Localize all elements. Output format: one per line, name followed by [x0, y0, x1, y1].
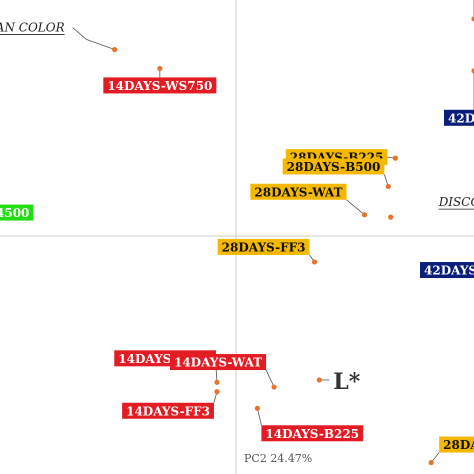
leader-line — [257, 408, 262, 426]
leader-line — [265, 369, 275, 388]
sample-label-text: 14DAYS-WAT — [174, 356, 262, 370]
sample-point — [428, 459, 434, 466]
sample-label-box: 28DAYS-FF3 — [217, 238, 310, 255]
sample-label-bg — [169, 354, 267, 371]
sample-point — [361, 212, 368, 218]
sample-label-bg — [420, 262, 474, 279]
sample-label-text: 14DAYS-B225 — [265, 427, 359, 441]
sample-label-text: 28DAYS-WAT — [254, 185, 342, 199]
sample-label-bg — [444, 109, 474, 126]
sample-point — [471, 16, 474, 22]
sample-point — [214, 379, 220, 385]
sample-label-box: 14DAYS-WAT — [169, 354, 267, 371]
sample-label-bg — [217, 238, 310, 255]
variable-label: DISCO — [438, 195, 474, 209]
sample-label-text: 28DAYS-FF3 — [222, 240, 306, 254]
sample-label-box: 14DAYS-WS750 — [103, 77, 217, 94]
sample-point — [254, 405, 261, 411]
sample-label-box: 42DAYS- — [444, 109, 474, 126]
sample-label-bg — [250, 183, 347, 200]
sample-label-box: 28DAYS-W — [439, 436, 474, 453]
sample-label-bg — [439, 436, 474, 453]
sample-label-box: 4500 — [0, 204, 34, 221]
variable-point — [388, 214, 394, 220]
y-axis-label: PC2 24.47% — [244, 452, 312, 465]
sample-label-box: 28DAYS-WAT — [250, 183, 347, 200]
sample-label-bg — [103, 77, 217, 94]
points — [112, 16, 474, 466]
sample-point — [385, 183, 391, 190]
variable-label: EAN COLOR — [0, 21, 65, 35]
sample-point — [271, 384, 277, 390]
sample-label-bg — [261, 425, 364, 442]
sample-label-box: 14DAYS-B225 — [261, 425, 364, 442]
sample-label-text: 14DAYS-WS750 — [107, 79, 212, 93]
sample-point — [214, 389, 220, 395]
sample-label-text: 28DAYS-B500 — [287, 160, 381, 174]
variable-point — [112, 46, 118, 53]
sample-label-box: 42DAYS- — [420, 262, 474, 279]
sample-label-bg — [282, 158, 385, 175]
leader-lines — [72, 0, 474, 463]
sample-label-text: 42DAYS- — [448, 111, 474, 125]
sample-label-text: 4500 — [0, 206, 29, 220]
sample-label-box: 14DAYS-FF3 — [122, 402, 214, 419]
sample-point — [392, 155, 399, 161]
variable-labels: EAN COLORDISCOMAL* — [0, 21, 474, 395]
sample-point — [471, 68, 474, 74]
variable-label: L* — [333, 369, 360, 395]
sample-label-box: 28DAYS-B500 — [282, 158, 385, 175]
leader-line — [346, 199, 365, 216]
sample-label-text: 28DAYS-W — [443, 438, 474, 452]
sample-label-text: 14DAYS-FF3 — [126, 404, 210, 418]
sample-point — [157, 65, 163, 72]
leader-line — [72, 27, 87, 40]
sample-label-text: 42DAYS- — [424, 264, 474, 278]
sample-label-bg — [122, 402, 214, 419]
leader-line — [86, 39, 115, 50]
sample-point — [311, 259, 318, 265]
sample-label-bg — [0, 204, 34, 221]
sample-labels: 14DAYS-WS75014DAYS-B50014DAYS-FF314DAYS-… — [0, 77, 474, 453]
variable-point — [316, 377, 322, 383]
